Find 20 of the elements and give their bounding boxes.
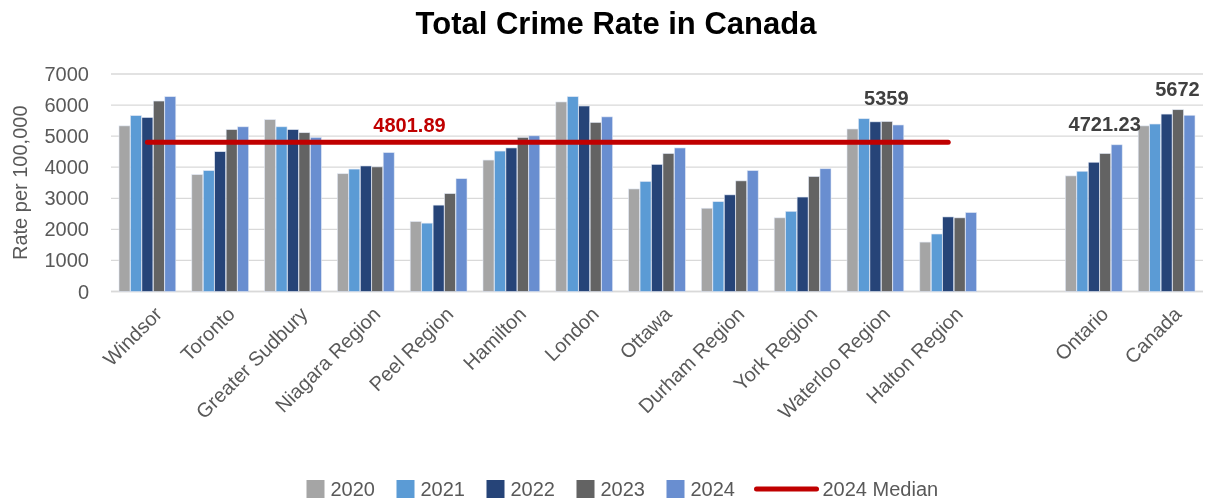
- legend-label: 2023: [600, 478, 645, 500]
- y-tick-label: 2000: [44, 218, 89, 241]
- data-label: 5359: [864, 86, 909, 109]
- y-tick-label: 5000: [44, 125, 89, 148]
- legend-label: 2020: [330, 478, 375, 500]
- annotation: 4801.89: [373, 114, 446, 137]
- y-tick-label: 7000: [44, 63, 89, 85]
- chart-title: Total Crime Rate in Canada: [415, 6, 818, 41]
- legend-label: 2022: [510, 478, 555, 500]
- legend-label: 2021: [420, 478, 465, 500]
- y-axis-title: Rate per 100,000: [9, 105, 31, 261]
- y-tick-label: 1000: [44, 249, 89, 272]
- y-tick-label: 3000: [44, 187, 89, 210]
- legend-label: 2024 Median: [822, 478, 939, 500]
- data-label: 5672: [1155, 77, 1200, 100]
- data-label: 4721.23: [1068, 112, 1141, 135]
- y-tick-label: 6000: [44, 94, 89, 117]
- y-tick-label: 4000: [44, 156, 89, 179]
- legend-label: 2024: [690, 478, 735, 500]
- y-tick-label: 0: [77, 280, 89, 303]
